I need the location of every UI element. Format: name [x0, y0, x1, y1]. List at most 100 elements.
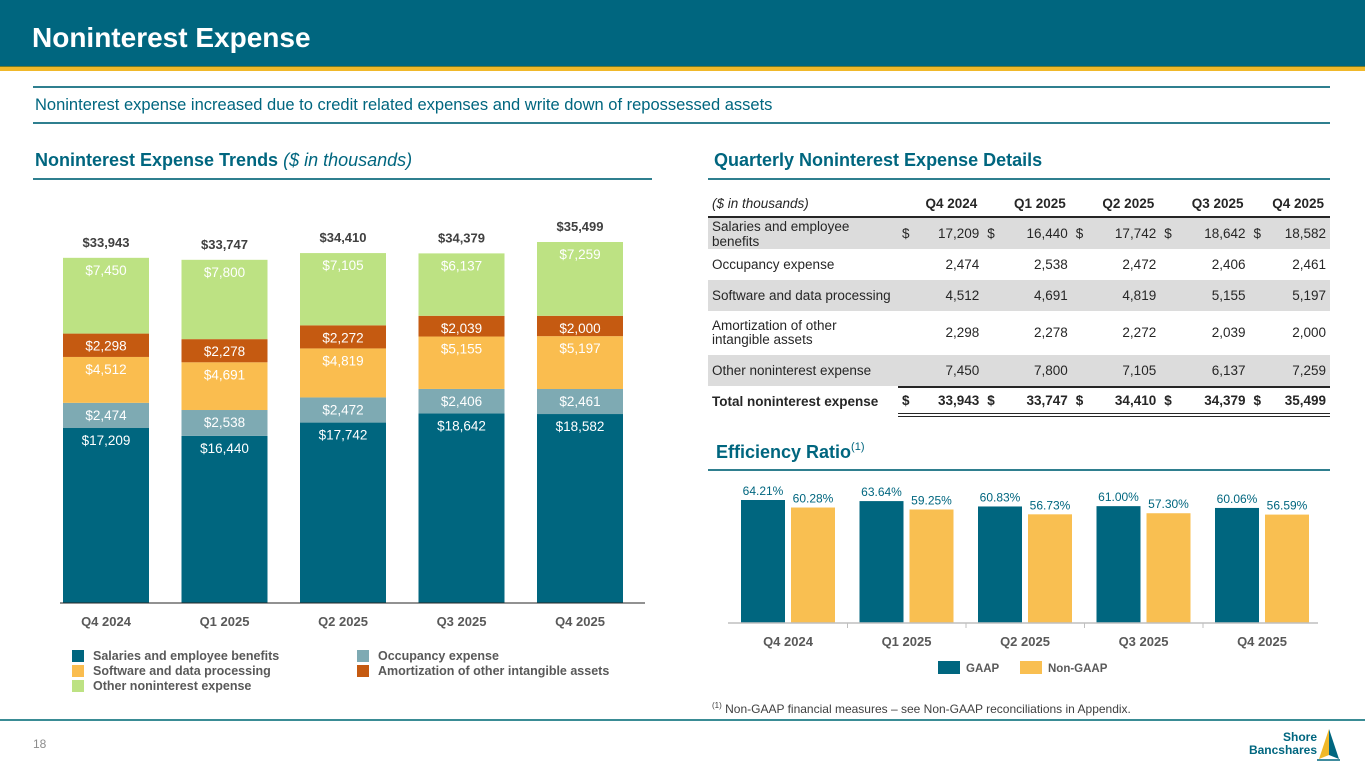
non-gaap-bar [1028, 514, 1072, 623]
gaap-bar [859, 501, 904, 623]
table-cell: 2,298 [945, 325, 980, 340]
table-cell: 2,272 [1122, 325, 1157, 340]
non-gaap-bar [791, 507, 835, 623]
stacked-bar-segment [300, 325, 386, 349]
stacked-bar-segment [181, 362, 268, 411]
subtitle-bottom-rule [33, 122, 1330, 124]
total-cell: $35,499 [1249, 386, 1330, 417]
header-accent-stripe [0, 66, 1365, 71]
expense-details-table: ($ in thousands) Q4 2024 Q1 2025 Q2 2025… [708, 190, 1330, 417]
expense-details-title: Quarterly Noninterest Expense Details [714, 150, 1043, 170]
segment-data-label: $7,800 [204, 265, 245, 280]
legend-item-software: Software and data processing [72, 664, 271, 678]
table-cell: $16,440 [983, 218, 1072, 249]
stacked-bar-segment [63, 356, 149, 403]
row-label: Amortization of other intangible assets [712, 318, 837, 347]
segment-data-label: $5,155 [441, 342, 482, 357]
table-cell: 2,538 [1033, 257, 1068, 272]
table-row: Occupancy expense 2,474 2,538 2,472 2,40… [708, 249, 1330, 280]
segment-data-label: $17,209 [82, 433, 131, 448]
logo-text: Shore Bancshares [1249, 731, 1317, 757]
table-cell: 2,278 [1033, 325, 1068, 340]
row-label: Salaries and employee benefits [708, 218, 898, 249]
legend-label-amortization: Amortization of other intangible assets [378, 664, 610, 678]
stacked-bar-segment [300, 397, 386, 423]
stacked-bar-segment [63, 427, 149, 603]
segment-data-label: $7,105 [322, 258, 363, 273]
stacked-bar-segment [181, 435, 268, 603]
stacked-bar-segment [181, 410, 268, 436]
footnote: (1) Non-GAAP financial measures – see No… [712, 701, 1131, 716]
gaap-bar [978, 506, 1022, 623]
stacked-bar-segment [537, 336, 623, 390]
bar-data-label: 61.00% [1098, 490, 1139, 504]
x-axis-tick-label: Q4 2024 [763, 634, 814, 649]
table-cell: 4,819 [1071, 280, 1161, 311]
row-label: Other noninterest expense [708, 355, 898, 386]
total-data-label: $33,943 [83, 235, 130, 250]
segment-data-label: $2,474 [85, 408, 127, 423]
expense-trends-rule [33, 178, 652, 180]
currency-symbol: $ [1164, 393, 1172, 408]
legend-item-occupancy: Occupancy expense [357, 649, 499, 663]
table-cell: $18,642 [1160, 218, 1250, 249]
stacked-bar-segment [181, 259, 268, 340]
table-cell: 2,474 [945, 257, 980, 272]
segment-data-label: $6,137 [441, 258, 482, 273]
cell-value: 16,440 [1026, 226, 1068, 241]
cell-value: 17,209 [937, 226, 980, 241]
currency-symbol: $ [1075, 393, 1084, 408]
stacked-bar-segment [418, 253, 505, 316]
cell-value: 18,582 [1284, 226, 1326, 241]
segment-data-label: $2,000 [559, 321, 600, 336]
total-cell: $33,747 [983, 386, 1072, 417]
row-label: Occupancy expense [712, 257, 835, 272]
currency-symbol: $ [1164, 226, 1172, 241]
stacked-bar-segment [418, 413, 505, 603]
currency-symbol: $ [1253, 393, 1262, 408]
table-cell: $17,209 [897, 218, 984, 249]
stacked-bar-segment [300, 253, 386, 326]
x-axis-tick-label: Q1 2025 [882, 634, 932, 649]
table-cell: 4,691 [983, 280, 1072, 311]
column-header: Q2 2025 [1071, 190, 1161, 218]
footnote-text: Non-GAAP financial measures – see Non-GA… [721, 702, 1131, 716]
table-cell: $18,582 [1249, 218, 1330, 249]
column-header: Q3 2025 [1160, 190, 1250, 218]
table-cell: 2,000 [1292, 325, 1326, 340]
table-header-row: ($ in thousands) Q4 2024 Q1 2025 Q2 2025… [708, 190, 1330, 218]
column-header: Q1 2025 [983, 190, 1072, 218]
table-cell: 4,512 [897, 280, 984, 311]
page-subtitle: Noninterest expense increased due to cre… [35, 96, 773, 114]
segment-data-label: $2,461 [559, 394, 600, 409]
x-axis-tick-label: Q4 2024 [81, 614, 132, 629]
stacked-bar-segment [63, 333, 149, 357]
table-cell: 7,800 [983, 355, 1072, 386]
table-cell: 7,450 [897, 355, 984, 386]
total-data-label: $34,410 [320, 230, 367, 245]
gaap-bar [1096, 506, 1141, 623]
total-cell: $33,943 [897, 386, 984, 417]
legend-swatch-occupancy [357, 650, 369, 662]
efficiency-ratio-rule [708, 469, 1330, 471]
cell-value: 33,943 [937, 393, 980, 408]
total-data-label: $34,379 [438, 230, 485, 245]
segment-data-label: $4,691 [204, 367, 245, 382]
legend-label: Non-GAAP [1048, 663, 1108, 675]
legend-label-other: Other noninterest expense [93, 679, 252, 693]
segment-data-label: $2,278 [204, 344, 245, 359]
currency-symbol: $ [987, 393, 995, 408]
bar-data-label: 60.28% [793, 492, 834, 506]
logo-line-1: Shore [1282, 730, 1317, 744]
footer-rule [0, 719, 1365, 721]
cell-value: 18,642 [1204, 226, 1246, 241]
bar-data-label: 59.25% [911, 494, 952, 508]
stacked-bar-segment [418, 336, 505, 389]
table-cell: 5,197 [1249, 280, 1330, 311]
stacked-bar-segment [537, 242, 623, 316]
table-cell: 6,137 [1160, 355, 1250, 386]
segment-data-label: $18,582 [556, 419, 605, 434]
expense-trends-chart: $17,209 $2,474 $4,512 $2,298 $7,450 $33,943 Q4… [60, 219, 645, 629]
table-row: Salaries and employee benefits $17,209 $… [708, 218, 1330, 249]
legend-item-amortization: Amortization of other intangible assets [357, 664, 609, 678]
